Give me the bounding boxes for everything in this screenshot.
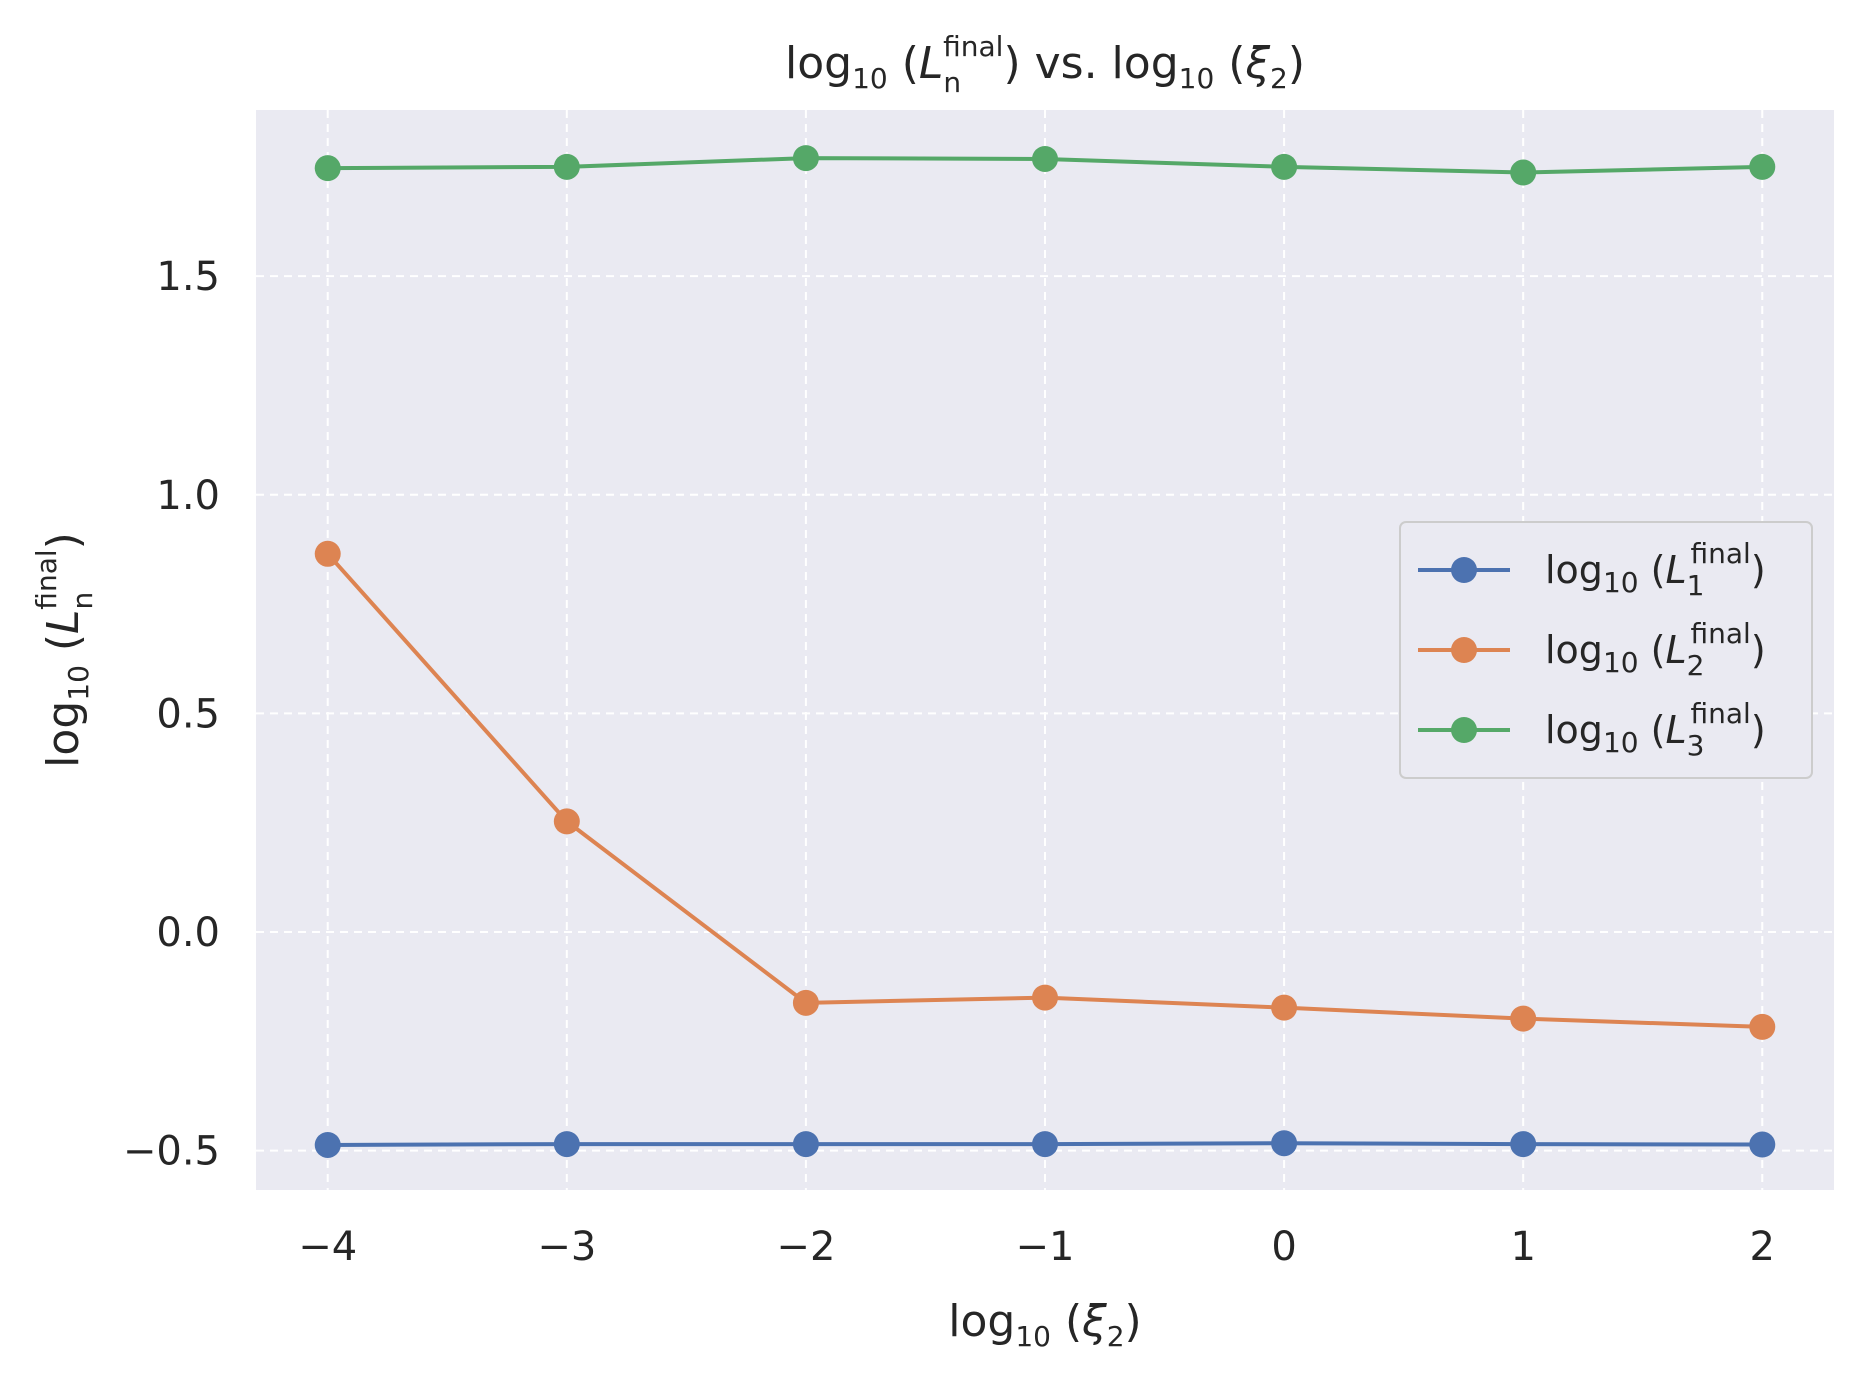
- data-point-series-1: [792, 1131, 819, 1158]
- y-tick-label: 1.0: [156, 473, 220, 519]
- legend-entry-1: log10 (L1final): [1418, 537, 1766, 602]
- x-axis-title: log10 (ξ2): [948, 1296, 1141, 1353]
- y-tick-label: −0.5: [123, 1129, 220, 1175]
- tick-labels: −4 −3 −2 −1 0 1 2 −0.5 0.0 0.5 1.0 1.5: [123, 254, 1775, 1270]
- data-point-series-2: [1271, 994, 1298, 1021]
- data-point-series-2: [1510, 1005, 1537, 1032]
- chart-title: log10 (Lnfinal) vs. log10 (ξ2): [785, 30, 1305, 99]
- legend-marker-2: [1451, 637, 1477, 663]
- data-point-series-3: [1510, 159, 1537, 186]
- x-tick-label: 1: [1510, 1224, 1535, 1270]
- data-point-series-1: [553, 1131, 580, 1158]
- legend: log10 (L1final) log10 (L2final) log10 (L…: [1399, 521, 1813, 779]
- data-point-series-2: [553, 808, 580, 835]
- legend-marker-3: [1451, 717, 1477, 743]
- data-point-series-1: [1749, 1131, 1776, 1158]
- data-point-series-1: [314, 1131, 341, 1158]
- series-layer: [314, 145, 1776, 1158]
- data-point-series-2: [1749, 1013, 1776, 1040]
- legend-marker-1: [1451, 557, 1477, 583]
- data-point-series-3: [792, 145, 819, 172]
- x-tick-label: −3: [537, 1224, 596, 1270]
- data-point-series-3: [314, 155, 341, 182]
- legend-box: [1399, 521, 1813, 779]
- x-tick-label: −1: [1016, 1224, 1075, 1270]
- data-point-series-1: [1271, 1130, 1298, 1157]
- legend-label-3: log10 (L3final): [1545, 697, 1766, 762]
- y-tick-label: 0.5: [156, 691, 220, 737]
- legend-label-1: log10 (L1final): [1545, 537, 1766, 602]
- legend-entry-2: log10 (L2final): [1418, 617, 1766, 682]
- data-point-series-2: [1032, 984, 1058, 1011]
- data-point-series-3: [553, 153, 580, 180]
- y-axis-title: log10 (Lnfinal): [30, 532, 99, 768]
- data-point-series-2: [792, 989, 819, 1016]
- legend-entry-3: log10 (L3final): [1418, 697, 1766, 762]
- y-tick-label: 0.0: [156, 910, 220, 956]
- x-tick-label: −2: [776, 1224, 835, 1270]
- x-tick-label: −4: [298, 1224, 357, 1270]
- y-tick-label: 1.5: [156, 254, 220, 300]
- data-point-series-3: [1271, 153, 1298, 180]
- data-point-series-3: [1749, 153, 1776, 180]
- data-point-series-1: [1510, 1131, 1537, 1158]
- x-tick-label: 2: [1750, 1224, 1775, 1270]
- data-point-series-1: [1032, 1131, 1058, 1158]
- legend-label-2: log10 (L2final): [1545, 617, 1766, 682]
- x-tick-label: 0: [1271, 1224, 1296, 1270]
- data-point-series-3: [1032, 145, 1058, 172]
- data-point-series-2: [314, 540, 341, 567]
